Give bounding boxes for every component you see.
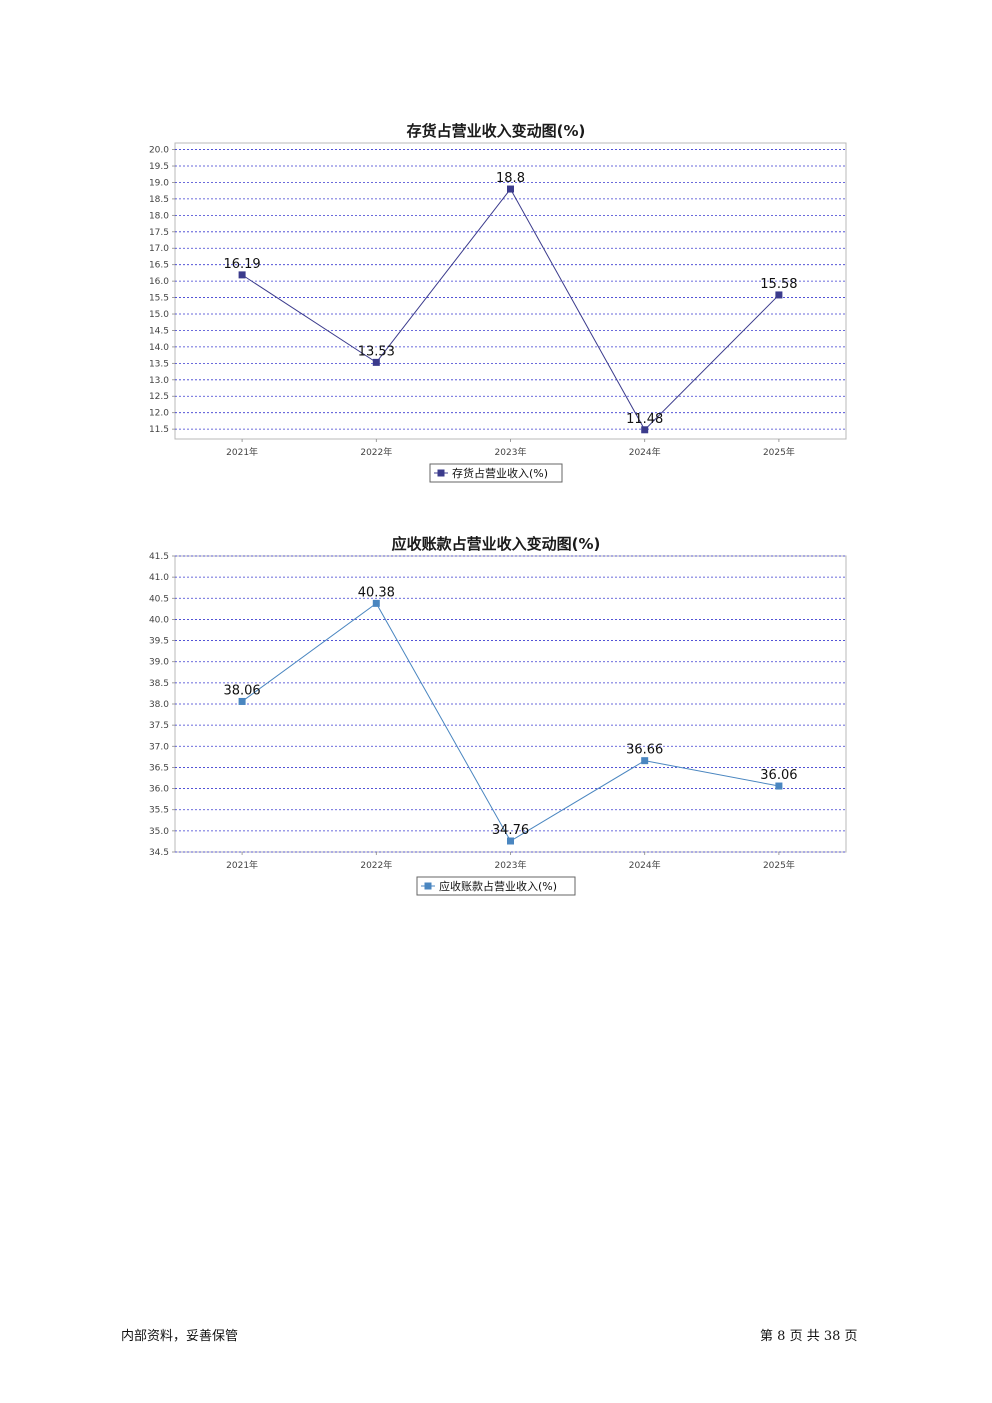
y-tick-label: 41.0	[149, 573, 169, 583]
plot-area	[174, 555, 847, 853]
footer-page-info: 第 8 页 共 38 页	[760, 1325, 858, 1344]
y-tick-label: 37.0	[149, 742, 169, 752]
data-label: 13.53	[358, 344, 395, 359]
x-tick-label: 2022年	[360, 446, 392, 458]
x-tick-label: 2024年	[629, 446, 661, 458]
data-point	[641, 426, 649, 434]
footer-page-number: 8	[777, 1329, 786, 1344]
x-tick-label: 2023年	[495, 859, 527, 871]
data-point	[238, 271, 246, 279]
plot-area	[174, 142, 847, 440]
legend-label: 存货占营业收入(%)	[452, 466, 548, 480]
y-tick-label: 41.5	[149, 552, 169, 562]
legend-label: 应收账款占营业收入(%)	[439, 879, 557, 893]
data-label: 15.58	[760, 277, 797, 292]
y-tick-label: 16.0	[149, 277, 169, 287]
x-tick-label: 2021年	[226, 859, 258, 871]
y-tick-label: 18.5	[149, 195, 169, 205]
y-tick-label: 13.0	[149, 376, 169, 386]
y-tick-label: 39.0	[149, 658, 169, 668]
y-tick-label: 39.5	[149, 637, 169, 647]
data-label: 18.8	[496, 171, 525, 186]
footer-page-mid: 页 共	[789, 1329, 820, 1344]
y-tick-label: 19.5	[149, 162, 169, 172]
data-point	[238, 697, 246, 705]
legend-marker	[437, 469, 445, 477]
y-tick-label: 36.5	[149, 763, 169, 773]
y-tick-label: 35.5	[149, 806, 169, 816]
y-tick-label: 15.0	[149, 310, 169, 320]
footer-page-suffix: 页	[844, 1329, 858, 1344]
chart-2: 41.5 41.0 40.5 40.0 39.5 39.0 38.5 38.0 37.5 37.0…	[149, 552, 847, 896]
y-tick-label: 17.5	[149, 228, 169, 238]
data-label: 36.66	[626, 743, 663, 758]
y-tick-label: 11.5	[149, 425, 169, 435]
data-point	[775, 782, 783, 790]
y-tick-label: 35.0	[149, 827, 169, 837]
data-label: 16.19	[223, 257, 260, 272]
data-point	[641, 757, 649, 765]
footer-page-prefix: 第	[760, 1329, 774, 1344]
data-label: 40.38	[358, 585, 395, 600]
y-tick-label: 19.0	[149, 178, 169, 188]
y-tick-label: 16.5	[149, 261, 169, 271]
x-tick-label: 2024年	[629, 859, 661, 871]
data-point	[372, 599, 380, 607]
y-tick-label: 38.0	[149, 700, 169, 710]
y-tick-label: 34.5	[149, 848, 169, 858]
y-tick-label: 17.0	[149, 244, 169, 254]
data-point	[775, 291, 783, 299]
chart-1: 20.0 19.5 19.0 18.5 18.0 17.5 17.0 16.5 16.0 15.5…	[149, 142, 847, 483]
footer-page-total: 38	[823, 1329, 841, 1344]
legend-box	[416, 876, 576, 896]
data-label: 38.06	[223, 683, 260, 698]
y-tick-label: 13.5	[149, 359, 169, 369]
data-point	[372, 358, 380, 366]
y-tick-label: 40.5	[149, 594, 169, 604]
x-tick-label: 2021年	[226, 446, 258, 458]
footer-confidential-note: 内部资料，妥善保管	[121, 1329, 239, 1344]
x-tick-label: 2025年	[763, 859, 795, 871]
y-tick-label: 14.5	[149, 326, 169, 336]
x-tick-label: 2022年	[360, 859, 392, 871]
y-tick-label: 14.0	[149, 343, 169, 353]
chart-1-title: 存货占营业收入变动图(%)	[406, 122, 586, 140]
legend-marker	[424, 882, 432, 890]
y-tick-label: 20.0	[149, 146, 169, 156]
legend-box	[429, 463, 563, 483]
y-tick-label: 36.0	[149, 785, 169, 795]
data-point	[507, 185, 514, 193]
data-label: 36.06	[760, 768, 797, 783]
data-label: 34.76	[492, 823, 529, 838]
y-tick-label: 37.5	[149, 721, 169, 731]
y-tick-label: 38.5	[149, 679, 169, 689]
x-tick-label: 2023年	[495, 446, 527, 458]
data-label: 11.48	[626, 412, 663, 427]
y-tick-label: 12.0	[149, 409, 169, 419]
y-tick-label: 15.5	[149, 294, 169, 304]
data-point	[507, 837, 514, 845]
y-tick-label: 18.0	[149, 211, 169, 221]
y-tick-label: 40.0	[149, 615, 169, 625]
x-tick-label: 2025年	[763, 446, 795, 458]
y-tick-label: 12.5	[149, 392, 169, 402]
chart-2-title: 应收账款占营业收入变动图(%)	[391, 535, 601, 553]
